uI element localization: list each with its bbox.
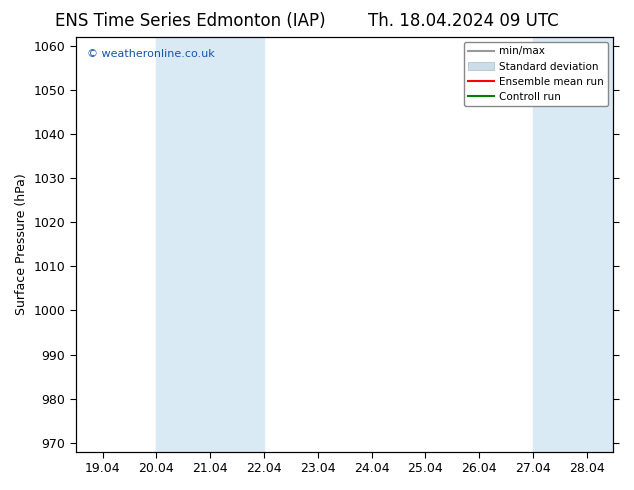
Bar (533, 37, 634, 452)
Text: Th. 18.04.2024 09 UTC: Th. 18.04.2024 09 UTC (368, 12, 558, 30)
Text: © weatheronline.co.uk: © weatheronline.co.uk (87, 49, 214, 59)
Legend: min/max, Standard deviation, Ensemble mean run, Controll run: min/max, Standard deviation, Ensemble me… (464, 42, 608, 106)
Bar (157, 37, 264, 452)
Y-axis label: Surface Pressure (hPa): Surface Pressure (hPa) (15, 173, 28, 315)
Text: ENS Time Series Edmonton (IAP): ENS Time Series Edmonton (IAP) (55, 12, 325, 30)
